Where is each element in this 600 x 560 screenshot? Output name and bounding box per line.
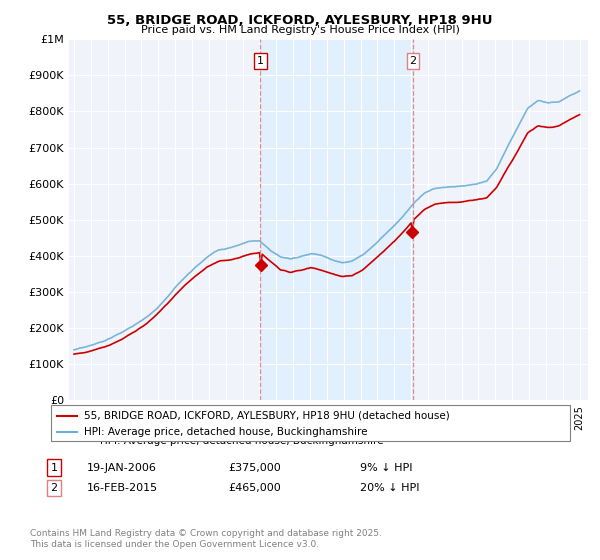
Text: 1: 1: [50, 463, 58, 473]
Text: Price paid vs. HM Land Registry's House Price Index (HPI): Price paid vs. HM Land Registry's House …: [140, 25, 460, 35]
Text: 16-FEB-2015: 16-FEB-2015: [87, 483, 158, 493]
Text: 55, BRIDGE ROAD, ICKFORD, AYLESBURY, HP18 9HU: 55, BRIDGE ROAD, ICKFORD, AYLESBURY, HP1…: [107, 14, 493, 27]
Text: 19-JAN-2006: 19-JAN-2006: [87, 463, 157, 473]
Text: 2: 2: [410, 56, 416, 66]
Text: 1: 1: [257, 56, 264, 66]
Text: HPI: Average price, detached house, Buckinghamshire: HPI: Average price, detached house, Buck…: [84, 427, 367, 437]
Text: HPI: Average price, detached house, Buckinghamshire: HPI: Average price, detached house, Buck…: [100, 436, 384, 446]
Text: 9% ↓ HPI: 9% ↓ HPI: [360, 463, 413, 473]
Text: 55, BRIDGE ROAD, ICKFORD, AYLESBURY, HP18 9HU (detached house): 55, BRIDGE ROAD, ICKFORD, AYLESBURY, HP1…: [100, 416, 466, 425]
Text: £375,000: £375,000: [228, 463, 281, 473]
Text: 55, BRIDGE ROAD, ICKFORD, AYLESBURY, HP18 9HU (detached house): 55, BRIDGE ROAD, ICKFORD, AYLESBURY, HP1…: [84, 410, 450, 421]
Text: Contains HM Land Registry data © Crown copyright and database right 2025.
This d: Contains HM Land Registry data © Crown c…: [30, 529, 382, 549]
Text: 20% ↓ HPI: 20% ↓ HPI: [360, 483, 419, 493]
Text: 2: 2: [50, 483, 58, 493]
Text: £465,000: £465,000: [228, 483, 281, 493]
Bar: [260, 39, 413, 400]
